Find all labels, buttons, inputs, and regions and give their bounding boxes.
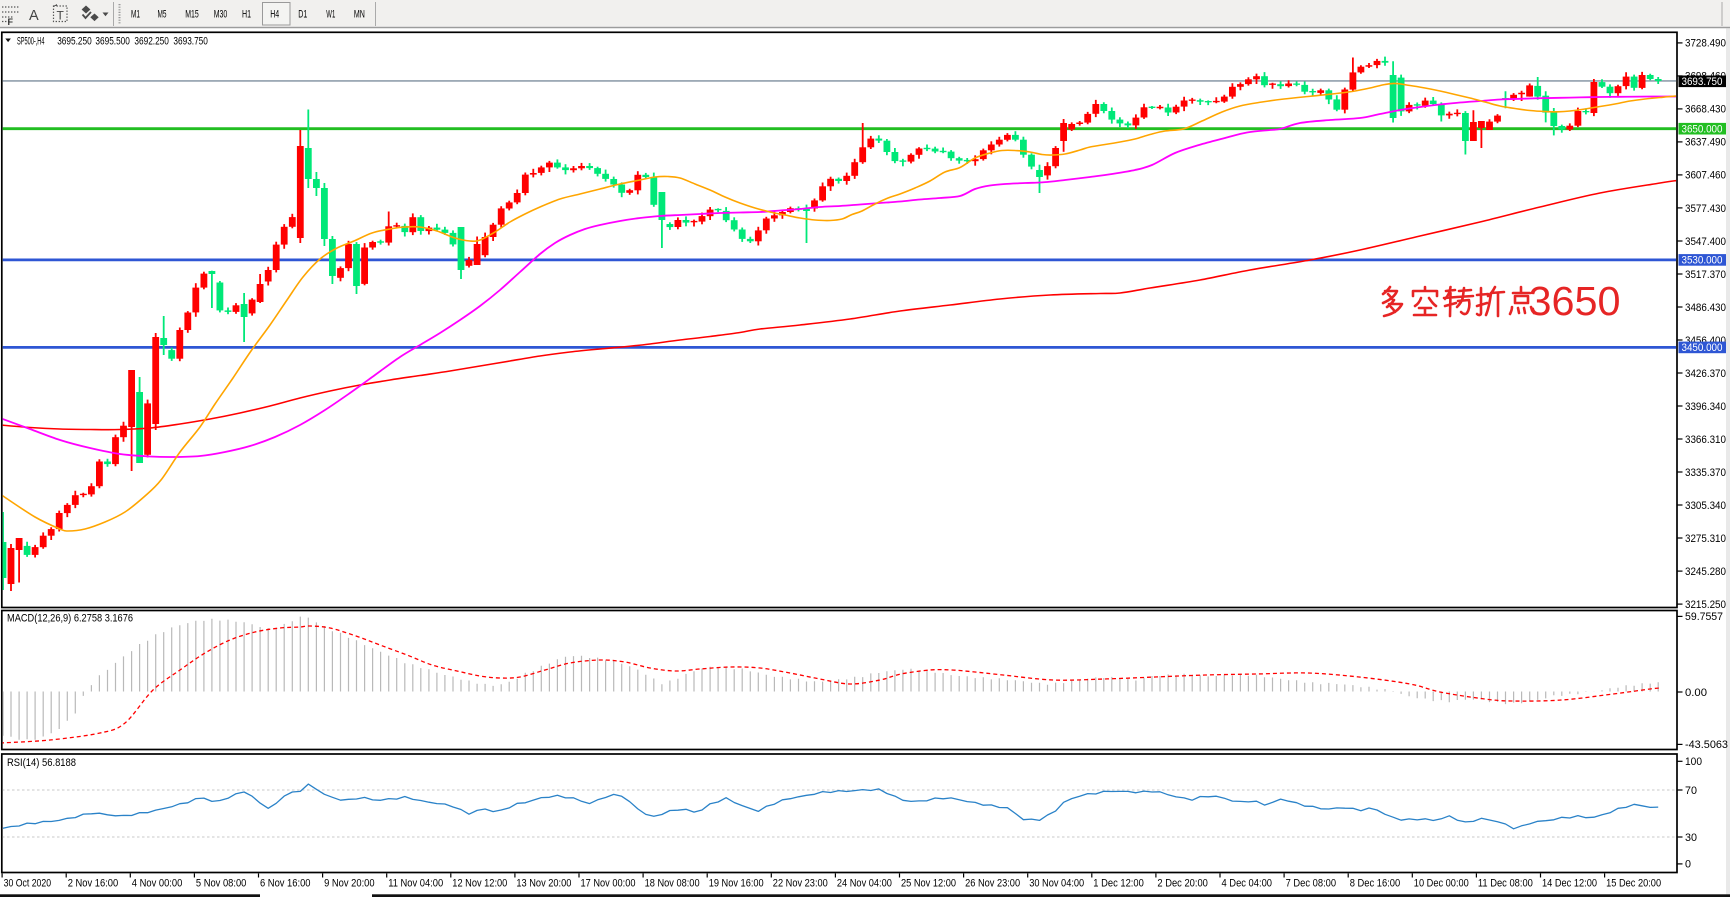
svg-text:9 Nov 20:00: 9 Nov 20:00 (324, 878, 375, 890)
svg-text:19 Nov 16:00: 19 Nov 16:00 (709, 878, 764, 890)
svg-text:W1: W1 (326, 9, 335, 21)
svg-text:D1: D1 (298, 9, 307, 21)
svg-text:11 Nov 04:00: 11 Nov 04:00 (388, 878, 443, 890)
svg-text:6 Nov 16:00: 6 Nov 16:00 (260, 878, 311, 890)
svg-text:MN: MN (354, 9, 365, 21)
svg-text:SP500-,H4: SP500-,H4 (17, 36, 45, 48)
svg-text:13 Nov 20:00: 13 Nov 20:00 (516, 878, 571, 890)
svg-text:30 Nov 04:00: 30 Nov 04:00 (1029, 878, 1084, 890)
svg-text:0: 0 (1685, 859, 1691, 871)
svg-text:T: T (57, 9, 65, 23)
svg-text:RSI(14) 56.8188: RSI(14) 56.8188 (7, 757, 76, 769)
svg-text:15 Dec 20:00: 15 Dec 20:00 (1606, 878, 1661, 890)
svg-text:M1: M1 (131, 9, 140, 21)
svg-text:18 Nov 08:00: 18 Nov 08:00 (645, 878, 700, 890)
svg-text:3693.750: 3693.750 (1682, 76, 1723, 88)
svg-text:F: F (8, 17, 14, 27)
svg-text:11 Dec 08:00: 11 Dec 08:00 (1478, 878, 1533, 890)
svg-text:3650.000: 3650.000 (1682, 124, 1723, 136)
svg-text:3547.400: 3547.400 (1685, 236, 1726, 248)
svg-text:3577.430: 3577.430 (1685, 203, 1726, 215)
svg-text:59.7557: 59.7557 (1685, 611, 1723, 623)
svg-text:10 Dec 00:00: 10 Dec 00:00 (1414, 878, 1469, 890)
svg-text:22 Nov 23:00: 22 Nov 23:00 (773, 878, 828, 890)
svg-text:24 Nov 04:00: 24 Nov 04:00 (837, 878, 892, 890)
svg-text:3396.340: 3396.340 (1685, 401, 1726, 413)
svg-text:3530.000: 3530.000 (1682, 255, 1723, 267)
svg-text:3426.370: 3426.370 (1685, 368, 1726, 380)
svg-text:3305.340: 3305.340 (1685, 500, 1726, 512)
svg-text:14 Dec 12:00: 14 Dec 12:00 (1542, 878, 1597, 890)
svg-text:3637.490: 3637.490 (1685, 137, 1726, 149)
svg-text:MACD(12,26,9) 6.2758 3.1676: MACD(12,26,9) 6.2758 3.1676 (7, 613, 133, 625)
svg-text:3517.370: 3517.370 (1685, 269, 1726, 281)
svg-text:3695.250: 3695.250 (57, 36, 91, 48)
svg-text:4 Nov 00:00: 4 Nov 00:00 (132, 878, 183, 890)
svg-text:25 Nov 12:00: 25 Nov 12:00 (901, 878, 956, 890)
svg-text:3450.000: 3450.000 (1682, 342, 1723, 354)
svg-text:3668.430: 3668.430 (1685, 104, 1726, 116)
svg-text:0.00: 0.00 (1685, 687, 1707, 699)
svg-text:3366.310: 3366.310 (1685, 434, 1726, 446)
svg-text:12 Nov 12:00: 12 Nov 12:00 (452, 878, 507, 890)
svg-text:H4: H4 (270, 9, 279, 21)
svg-text:-43.5063: -43.5063 (1685, 739, 1728, 751)
svg-text:3695.500: 3695.500 (95, 36, 129, 48)
svg-text:3607.460: 3607.460 (1685, 170, 1726, 182)
svg-text:5 Nov 08:00: 5 Nov 08:00 (196, 878, 247, 890)
svg-text:3335.370: 3335.370 (1685, 467, 1726, 479)
svg-text:3693.750: 3693.750 (173, 36, 208, 48)
svg-text:1 Dec 12:00: 1 Dec 12:00 (1093, 878, 1144, 890)
svg-text:7 Dec 08:00: 7 Dec 08:00 (1286, 878, 1337, 890)
svg-text:2 Dec 20:00: 2 Dec 20:00 (1157, 878, 1208, 890)
svg-text:70: 70 (1685, 785, 1697, 797)
svg-text:3245.280: 3245.280 (1685, 566, 1726, 578)
svg-text:3728.490: 3728.490 (1685, 38, 1726, 50)
svg-text:3215.250: 3215.250 (1685, 599, 1726, 611)
svg-text:3486.430: 3486.430 (1685, 302, 1726, 314)
svg-text:M15: M15 (185, 9, 199, 21)
svg-text:100: 100 (1685, 756, 1702, 768)
svg-text:M30: M30 (214, 9, 228, 21)
svg-text:4 Dec 04:00: 4 Dec 04:00 (1222, 878, 1273, 890)
svg-text:M5: M5 (158, 9, 167, 21)
svg-text:2 Nov 16:00: 2 Nov 16:00 (68, 878, 119, 890)
svg-text:30: 30 (1685, 832, 1697, 844)
svg-text:3692.250: 3692.250 (134, 36, 169, 48)
svg-text:A: A (29, 8, 39, 24)
svg-text:H1: H1 (242, 9, 251, 21)
svg-text:26 Nov 23:00: 26 Nov 23:00 (965, 878, 1020, 890)
svg-text:30 Oct 2020: 30 Oct 2020 (4, 878, 52, 890)
svg-text:8 Dec 16:00: 8 Dec 16:00 (1350, 878, 1401, 890)
svg-text:3275.310: 3275.310 (1685, 533, 1726, 545)
svg-text:3650: 3650 (1529, 278, 1621, 324)
svg-text:17 Nov 00:00: 17 Nov 00:00 (581, 878, 636, 890)
